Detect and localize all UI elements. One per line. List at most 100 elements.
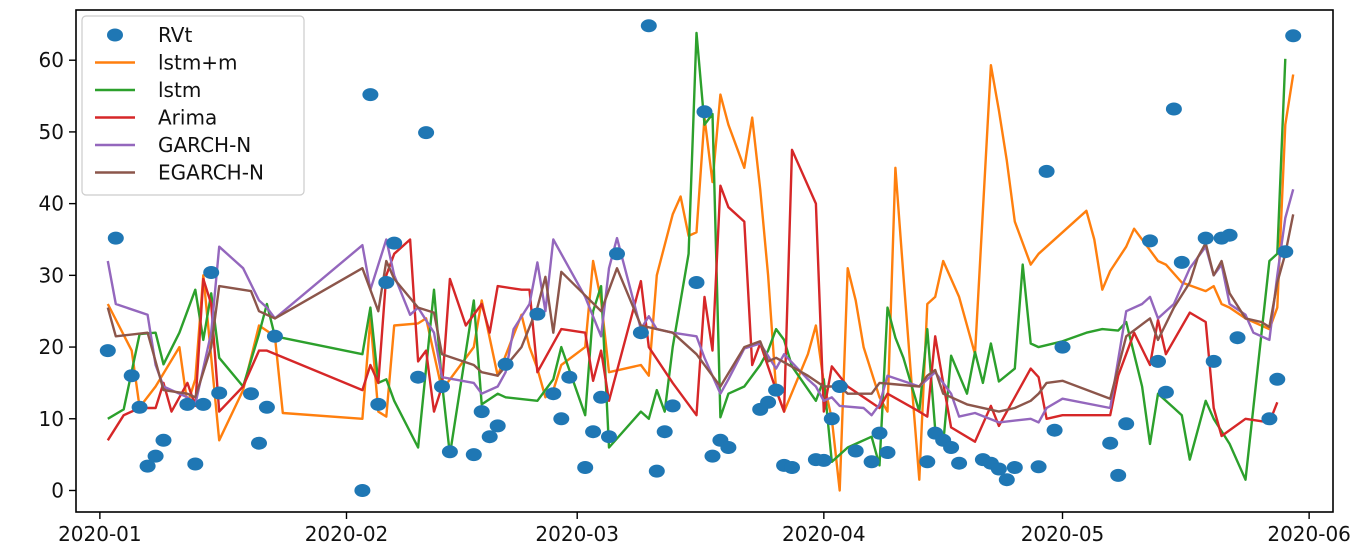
data-point xyxy=(211,386,228,400)
data-point xyxy=(258,400,275,414)
data-point xyxy=(720,441,737,454)
x-tick-label: 2020-06 xyxy=(1267,522,1350,546)
legend-label: lstm xyxy=(158,78,201,102)
data-point xyxy=(434,380,450,393)
data-point xyxy=(465,448,482,462)
data-point xyxy=(473,405,490,419)
data-point xyxy=(585,425,602,439)
data-point xyxy=(863,455,880,469)
data-point xyxy=(704,449,721,463)
data-point xyxy=(1261,412,1278,426)
series-line xyxy=(106,214,1295,413)
data-point xyxy=(203,266,220,279)
legend-label: Arima xyxy=(158,106,217,130)
data-point xyxy=(998,473,1015,487)
axes-frame xyxy=(75,9,1334,513)
series-rvt-points xyxy=(99,19,1302,497)
data-point xyxy=(139,459,156,473)
data-point xyxy=(640,19,657,33)
axes-layer: 0 10 20 30 40 50 60 2020-01 2020-02 2020-03 2020-0… xyxy=(39,9,1350,546)
data-point xyxy=(1142,234,1158,248)
data-point xyxy=(632,326,649,340)
data-point xyxy=(1030,460,1047,474)
data-point xyxy=(481,430,498,444)
data-point xyxy=(561,370,578,384)
data-point xyxy=(1157,385,1174,399)
y-tick-label: 50 xyxy=(39,120,64,144)
data-point xyxy=(593,390,610,404)
x-tick-label: 2020-02 xyxy=(305,522,389,546)
data-point xyxy=(410,370,427,384)
data-point xyxy=(251,436,267,450)
data-point xyxy=(871,426,888,440)
data-point xyxy=(1054,340,1071,354)
data-point xyxy=(1118,417,1135,431)
data-point xyxy=(378,276,395,289)
legend-label: lstm+m xyxy=(158,51,238,75)
legend: RVt lstm+m lstm Arima GARCH-N EGARCH-N xyxy=(81,15,305,196)
data-point xyxy=(951,456,968,470)
data-point xyxy=(243,387,259,401)
data-point xyxy=(529,307,546,321)
data-point xyxy=(784,461,800,474)
data-point xyxy=(155,433,172,447)
series-line xyxy=(106,188,1295,424)
data-point xyxy=(1269,372,1286,386)
data-point xyxy=(354,484,371,497)
data-point xyxy=(123,369,140,383)
data-point xyxy=(266,329,283,343)
data-point xyxy=(601,430,617,444)
data-point xyxy=(943,441,960,454)
data-point xyxy=(815,453,832,467)
data-point xyxy=(688,276,705,289)
data-point xyxy=(577,461,594,474)
data-point xyxy=(879,446,896,459)
legend-label: RVt xyxy=(158,23,192,47)
y-tick-label: 10 xyxy=(39,407,64,431)
legend-label: GARCH-N xyxy=(158,133,251,157)
data-point xyxy=(1165,102,1182,116)
data-point xyxy=(107,231,124,245)
y-tick-label: 20 xyxy=(39,335,64,359)
series-line xyxy=(107,31,1287,481)
data-point xyxy=(609,247,625,261)
data-point xyxy=(131,400,148,414)
data-point xyxy=(362,88,379,102)
series-lstm xyxy=(107,31,1287,481)
series-lstm-m xyxy=(106,64,1295,492)
y-tick-label: 60 xyxy=(39,48,64,72)
data-point xyxy=(847,444,864,458)
data-point xyxy=(1038,164,1055,178)
legend-marker xyxy=(107,28,123,42)
data-point xyxy=(370,397,387,411)
data-point xyxy=(1197,231,1214,245)
data-point xyxy=(648,464,665,478)
data-point xyxy=(99,344,116,358)
data-point xyxy=(1221,228,1238,242)
data-point xyxy=(1150,354,1166,368)
data-point xyxy=(831,380,848,393)
data-point xyxy=(823,412,840,426)
legend-label: EGARCH-N xyxy=(158,161,264,185)
data-point xyxy=(656,425,673,439)
data-point xyxy=(990,462,1007,476)
data-point xyxy=(545,387,562,401)
data-point xyxy=(1046,423,1063,437)
data-point xyxy=(497,357,514,371)
data-point xyxy=(418,126,435,140)
data-point xyxy=(1173,255,1190,269)
data-point xyxy=(1110,468,1127,482)
series-arima xyxy=(106,148,1279,443)
data-point xyxy=(1205,354,1222,368)
data-point xyxy=(919,455,936,469)
x-tick-label: 2020-04 xyxy=(782,522,866,546)
data-point xyxy=(187,457,204,471)
data-point xyxy=(696,105,713,119)
series-line xyxy=(106,64,1295,492)
data-point xyxy=(1229,331,1246,345)
x-tick-label: 2020-03 xyxy=(535,522,619,546)
data-point xyxy=(553,412,570,426)
y-tick-label: 0 xyxy=(51,478,64,502)
data-point xyxy=(1277,245,1294,259)
